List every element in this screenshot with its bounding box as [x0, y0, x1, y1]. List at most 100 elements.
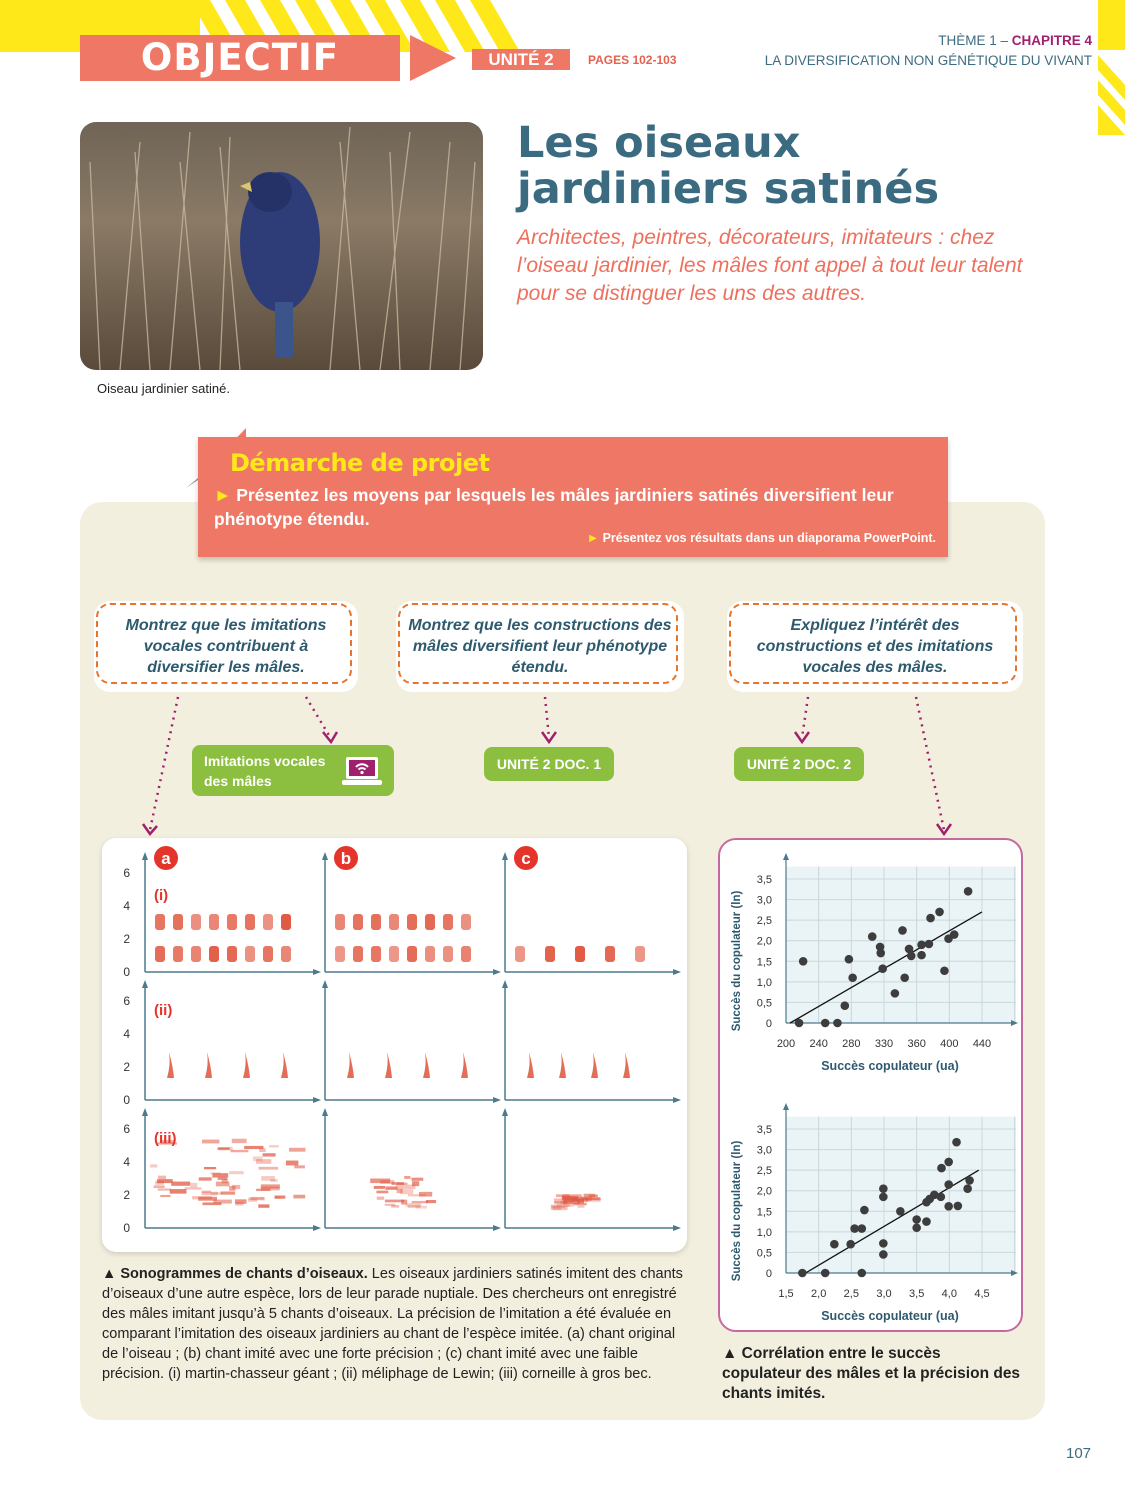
x-tick-label: 2,5: [844, 1288, 859, 1300]
y-tick-label: 0: [766, 1018, 772, 1030]
sonogram-mark: [202, 1139, 220, 1144]
sonogram-mark: [411, 1177, 424, 1181]
y-tick-label: 1,5: [757, 1206, 772, 1218]
axis-arrow-icon: [502, 980, 508, 988]
project-approach-box: Démarche de projet ► Présentez les moyen…: [198, 437, 948, 557]
sonogram-mark: [210, 1192, 223, 1195]
data-point: [830, 1239, 839, 1249]
sonogram-mark: [407, 946, 417, 962]
y-axis-label: Succès du copulateur (ln): [731, 1141, 743, 1282]
unit2-doc2-link[interactable]: UNITÉ 2 DOC. 2: [734, 747, 864, 781]
sonogram-mark: [268, 1145, 279, 1148]
scatter-chart-1: 0 0,5 1,0 1,5 2,0 2,5 3,0 3,5 200 240 280 330 360 400…: [731, 853, 1018, 1073]
unit2-doc1-link[interactable]: UNITÉ 2 DOC. 1: [484, 747, 614, 781]
y-tick-label: 0,5: [757, 1247, 772, 1259]
data-point: [840, 1001, 850, 1011]
y-tick-label: 1,0: [757, 977, 772, 989]
axis-arrow-icon: [322, 1108, 328, 1116]
y-tick-label: 0,5: [757, 997, 772, 1009]
y-tick-label: 2,0: [757, 936, 772, 948]
sonogram-mark: [243, 1052, 250, 1078]
sonogram-mark: [347, 1052, 354, 1078]
sonogram-mark: [285, 1160, 299, 1166]
axis-arrow-icon: [322, 980, 328, 988]
y-tick-label: 2,0: [757, 1186, 772, 1198]
panel-letter: b: [341, 849, 351, 868]
sonogram-mark: [584, 1197, 601, 1203]
sonogram-mark: [399, 1189, 414, 1195]
x-tick-label: 360: [907, 1038, 925, 1050]
sonogram-mark: [389, 946, 399, 962]
axis-arrow-icon: [142, 852, 148, 860]
sonogram-mark: [583, 1193, 596, 1198]
data-point: [850, 1224, 859, 1233]
x-axis-label: Succès copulateur (ua): [821, 1309, 959, 1323]
data-point: [912, 1215, 921, 1224]
scatter-chart-2: 0 0,5 1,0 1,5 2,0 2,5 3,0 3,5 1,5 2,0 2,5 3,0 3,5 4,0…: [731, 1103, 1018, 1323]
sonogram-mark: [201, 1190, 212, 1193]
data-point: [848, 973, 857, 983]
y-tick-label: 4: [123, 899, 130, 913]
page-number: 107: [1066, 1445, 1092, 1462]
axis-arrow-icon: [673, 1225, 681, 1231]
sonogram-mark: [157, 1179, 173, 1184]
sonogram-mark: [260, 1186, 280, 1191]
sonogram-mark: [412, 1181, 420, 1187]
sonogram-mark: [198, 1177, 212, 1181]
data-point: [944, 1202, 953, 1211]
sonogram-mark: [230, 1149, 249, 1153]
sonogram-mark: [155, 946, 165, 962]
y-tick-label: 0: [123, 965, 130, 979]
data-point: [890, 989, 900, 998]
y-tick-label: 6: [123, 1122, 130, 1136]
x-tick-label: 4,5: [974, 1288, 989, 1300]
sonogram-mark: [256, 1159, 272, 1164]
sonogram-mark: [212, 1173, 229, 1178]
data-point: [953, 1201, 963, 1211]
data-point: [917, 950, 926, 960]
sonogram-mark: [248, 1197, 265, 1200]
sonogram-mark: [220, 1191, 236, 1195]
sonogram-mark: [235, 1199, 247, 1204]
sonogram-mark: [259, 1148, 266, 1153]
data-point: [857, 1268, 867, 1278]
sonogram-mark: [562, 1194, 582, 1197]
data-point: [944, 1180, 953, 1189]
sonogram-mark: [395, 1184, 416, 1190]
sonogram-mark: [443, 946, 453, 962]
sonogram-mark: [210, 1172, 221, 1175]
sonogram-mark: [263, 946, 273, 962]
data-point: [794, 1018, 804, 1028]
sonogram-mark: [545, 946, 555, 962]
y-tick-label: 6: [123, 994, 130, 1008]
data-point: [798, 1268, 807, 1278]
laptop-wifi-icon: [342, 755, 382, 787]
sonogram-mark: [573, 1196, 592, 1201]
axis-arrow-icon: [493, 969, 501, 975]
video-link-imitations[interactable]: Imitations vocales des mâles: [192, 745, 394, 796]
sonogram-mark: [404, 1176, 411, 1179]
sonogram-mark: [605, 946, 615, 962]
axis-arrow-icon: [313, 1225, 321, 1231]
y-tick-label: 4: [123, 1027, 130, 1041]
data-point: [846, 1239, 855, 1249]
project-approach-instruction: ► Présentez les moyens par lesquels les …: [214, 483, 934, 531]
sonogram-mark: [157, 1188, 171, 1191]
sonogram-mark: [281, 946, 291, 962]
sonogram-mark: [247, 1198, 258, 1202]
data-point: [965, 1176, 974, 1185]
panel-letter: a: [161, 849, 171, 868]
sonogram-mark: [527, 1052, 534, 1078]
data-point: [876, 948, 886, 958]
axis-arrow-icon: [673, 969, 681, 975]
data-point: [879, 1184, 888, 1193]
sonogram-mark: [209, 914, 219, 930]
sonogram-mark: [217, 1177, 228, 1180]
sonogram-figure: a b c (i) 0 2 4 6 (ii) 0 2 4 6 (iii) 0 2 4 6: [102, 838, 687, 1252]
plot-background: [786, 866, 1016, 1023]
sonogram-mark: [425, 1199, 437, 1204]
data-point: [898, 926, 907, 935]
sonogram-mark: [391, 1205, 400, 1208]
row-label: (iii): [154, 1130, 177, 1147]
y-tick-label: 2: [123, 932, 130, 946]
